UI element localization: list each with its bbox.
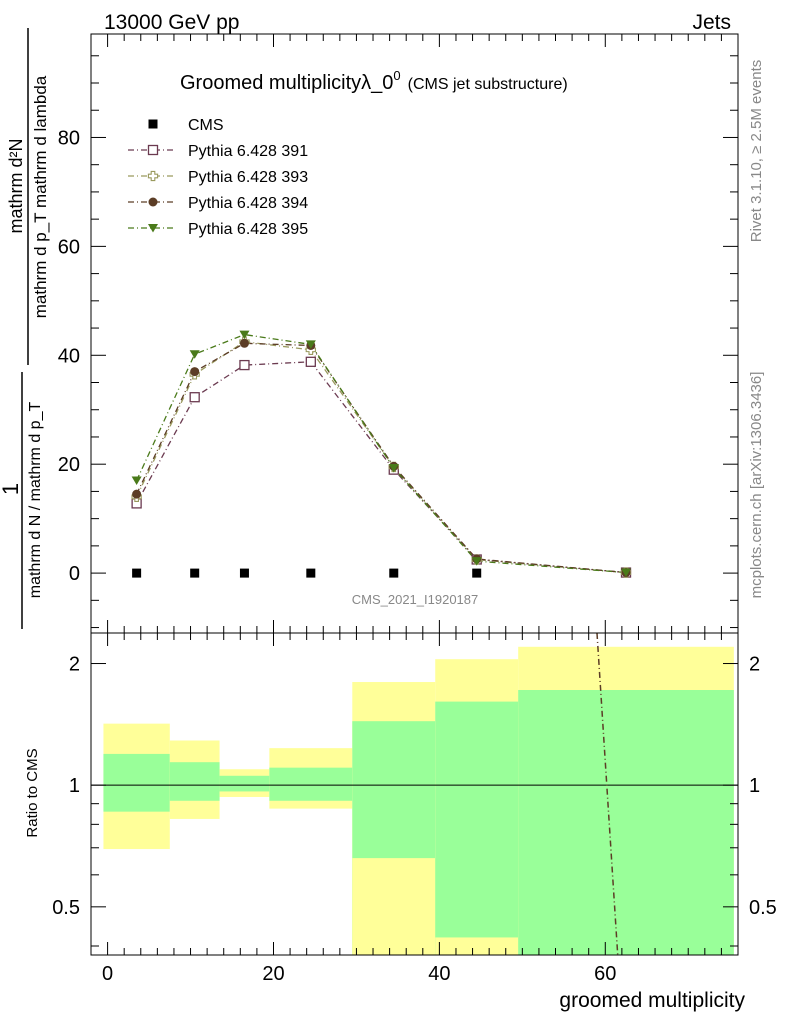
data-point-cms [306, 568, 316, 578]
ratio-y-axis-label: Ratio to CMS [24, 748, 41, 837]
data-point-pythia-6-428-391 [305, 356, 316, 367]
x-tick-label: 0 [102, 963, 113, 985]
plot-title: Groomed multiplicityλ_00 (CMS jet substru… [180, 68, 568, 94]
ratio-uncertainty-band-inner [169, 762, 220, 801]
data-point-pythia-6-428-395 [388, 464, 399, 473]
data-point-cms [132, 568, 142, 578]
ratio-uncertainty-band-inner [435, 701, 519, 955]
legend-marker-pythia-6-428-394 [148, 197, 158, 207]
header-energy-label: 13000 GeV pp [104, 11, 239, 34]
legend-marker-pythia-6-428-393 [147, 170, 159, 182]
data-point-pythia-6-428-395 [471, 557, 482, 566]
legend-label-pythia-6-428-391: Pythia 6.428 391 [188, 143, 308, 160]
ratio-x-axis: 0 20 40 60 [102, 633, 722, 985]
data-point-pythia-6-428-391 [189, 392, 200, 403]
ylabel-rhs-denominator: mathrm d p_T mathrm d lambda [31, 75, 50, 318]
rivet-version-label: Rivet 3.1.10, ≥ 2.5M events [748, 60, 765, 243]
ratio-y-tick-label: 1 [69, 775, 80, 797]
y-tick-label: 60 [58, 236, 80, 258]
y-tick-label: 40 [58, 345, 80, 367]
x-tick-label: 40 [428, 963, 450, 985]
series-line-pythia-6-428-395 [136, 333, 627, 574]
y-tick-label: 0 [69, 563, 80, 585]
data-point-pythia-6-428-394 [190, 367, 200, 377]
data-point-pythia-6-428-394 [132, 489, 142, 499]
legend-marker-cms [148, 119, 158, 129]
header-process-label: Jets [692, 11, 731, 34]
data-point-pythia-6-428-395 [239, 330, 250, 340]
series-line-pythia-6-428-394 [136, 342, 627, 574]
ratio-uncertainty-band-inner [269, 767, 353, 801]
plot-title-text: Groomed multiplicityλ_0 [180, 72, 393, 94]
legend-marker-pythia-6-428-391 [147, 144, 159, 156]
ratio-series-line [596, 632, 619, 956]
y-tick-label: 20 [58, 454, 80, 476]
data-point-cms [472, 568, 482, 578]
ratio-y-tick-label: 0.5 [52, 897, 80, 919]
legend-label-pythia-6-428-395: Pythia 6.428 395 [188, 221, 308, 238]
data-point-pythia-6-428-395 [621, 568, 632, 578]
legend-label-pythia-6-428-394: Pythia 6.428 394 [188, 195, 308, 212]
ratio-y-tick-label: 1 [749, 775, 760, 797]
data-point-pythia-6-428-391 [239, 359, 250, 371]
main-y-axis: 0 20 40 60 80 [58, 55, 738, 629]
legend-marker-pythia-6-428-395 [148, 224, 158, 233]
data-point-cms [389, 568, 399, 578]
ratio-y-axis: 0.5 0.5 1 1 2 2 [52, 654, 777, 947]
data-point-pythia-6-428-394 [239, 338, 249, 348]
ratio-uncertainty-band-inner [518, 690, 734, 955]
ylabel-rhs-numerator: mathrm d²N [6, 138, 26, 233]
ratio-uncertainty-band-outer [352, 858, 436, 955]
x-tick-label: 20 [262, 963, 284, 985]
main-y-axis-label: 1 mathrm d N / mathrm d p_T mathrm d²N m… [0, 28, 50, 629]
plot-title-superscript: 0 [393, 68, 400, 83]
series-line-pythia-6-428-393 [136, 340, 627, 574]
ratio-y-tick-label: 2 [69, 654, 80, 676]
ylabel-numerator: 1 [0, 483, 23, 495]
legend-label-cms: CMS [188, 117, 224, 134]
ratio-uncertainty-band-inner [103, 753, 170, 812]
ratio-plot-panel: 0.5 0.5 1 1 2 2 0 20 40 60 Ratio to CMS groomed … [24, 632, 777, 1012]
main-x-axis [107, 34, 722, 633]
y-tick-label: 80 [58, 127, 80, 149]
x-axis-label: groomed multiplicity [559, 989, 745, 1012]
ratio-y-tick-label: 2 [749, 654, 760, 676]
series-line-pythia-6-428-391 [136, 361, 627, 574]
data-point-cms [190, 568, 200, 578]
ylabel-denominator: mathrm d N / mathrm d p_T [27, 402, 44, 599]
legend-label-pythia-6-428-393: Pythia 6.428 393 [188, 169, 308, 186]
data-point-pythia-6-428-395 [131, 476, 142, 486]
data-point-cms [239, 568, 249, 578]
plot-subtitle: (CMS jet substructure) [408, 76, 568, 93]
x-tick-label: 60 [594, 963, 616, 985]
data-point-pythia-6-428-395 [305, 340, 316, 349]
data-point-pythia-6-428-395 [189, 350, 200, 359]
legend: CMS Pythia 6.428 391 Pythia 6.428 393 Pythi… [128, 117, 308, 238]
analysis-watermark: CMS_2021_I1920187 [352, 592, 479, 607]
ratio-uncertainty-band-inner [219, 775, 270, 792]
ratio-y-tick-label: 0.5 [749, 897, 777, 919]
mcplots-label: mcplots.cern.ch [arXiv:1306.3436] [748, 372, 765, 599]
ratio-plot-frame [90, 632, 739, 956]
